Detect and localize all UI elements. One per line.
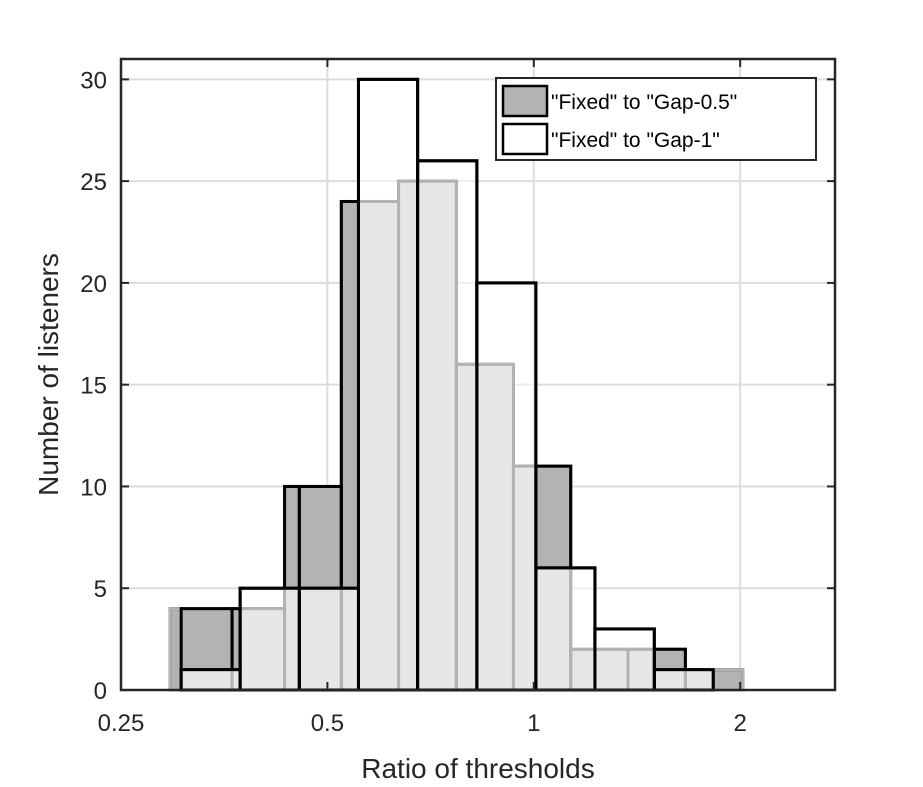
overlap-region-13	[572, 650, 594, 690]
y-tick-labels: 0 5 10 15 20 25 30	[80, 67, 107, 705]
y-tick-label-5: 25	[80, 169, 107, 196]
axis-ticks	[120, 59, 835, 691]
bar-gap-0-5-top-8	[652, 647, 687, 670]
overlap-region-5	[342, 589, 357, 690]
bar-gap-0-5-top-3	[339, 199, 360, 589]
bar-gap-0-5-top-1	[230, 607, 242, 670]
x-axis-title: Ratio of thresholds	[361, 753, 594, 784]
overlap-region-2	[241, 610, 284, 690]
overlap-region-8	[419, 182, 455, 690]
overlap-region-1	[233, 671, 239, 690]
overlap-region-12	[537, 569, 570, 690]
bar-gap-0-5-top-6	[534, 464, 573, 568]
y-axis-title: Number of listeners	[33, 253, 64, 496]
y-tick-label-0: 0	[94, 678, 107, 705]
legend-label-gap-0-5: "Fixed" to "Gap-0.5"	[551, 91, 737, 114]
x-tick-label-0: 0.25	[98, 710, 145, 737]
legend-swatch-gap-0-5	[501, 84, 549, 118]
overlap-region-14	[596, 650, 627, 690]
overlap-region-15	[629, 650, 653, 690]
overlap-region-16	[655, 671, 684, 690]
legend: "Fixed" to "Gap-0.5" "Fixed" to "Gap-1"	[495, 77, 817, 161]
y-tick-label-6: 30	[80, 67, 107, 94]
x-tick-label-2: 1	[527, 710, 540, 737]
overlap-region-3	[286, 589, 298, 690]
overlap-region-17	[686, 671, 712, 690]
overlap-region-10	[478, 365, 512, 690]
overlap-region-6	[359, 202, 398, 690]
overlap-region-11	[514, 467, 535, 690]
overlap-region-7	[400, 182, 417, 690]
legend-box	[495, 77, 817, 161]
overlap-region-9	[457, 365, 476, 690]
y-tick-label-1: 5	[94, 576, 107, 603]
y-tick-label-2: 10	[80, 474, 107, 501]
x-tick-label-3: 2	[733, 710, 746, 737]
overlap-region-0	[182, 671, 231, 690]
x-tick-labels: 0.25 0.5 1 2	[98, 710, 747, 737]
x-tick-label-1: 0.5	[311, 710, 344, 737]
overlap-region-4	[300, 589, 340, 690]
legend-swatch-gap-1	[501, 122, 549, 156]
y-tick-label-3: 15	[80, 373, 107, 400]
legend-label-gap-1: "Fixed" to "Gap-1"	[551, 129, 720, 152]
plot-frame	[119, 57, 837, 692]
y-tick-label-4: 20	[80, 271, 107, 298]
